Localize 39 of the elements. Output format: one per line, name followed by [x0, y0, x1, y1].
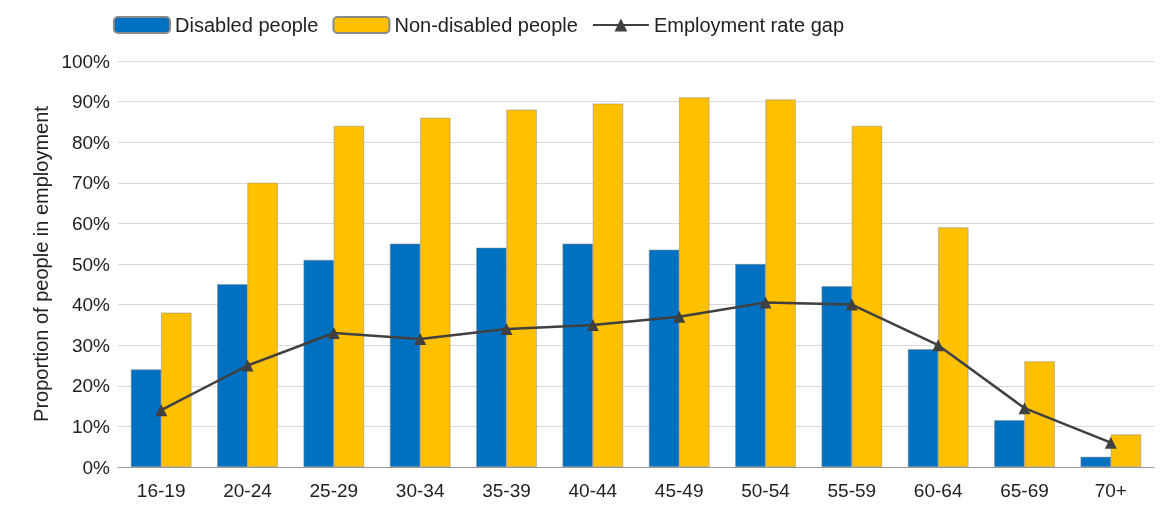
- point: [759, 296, 772, 309]
- x-tick-label: 65-69: [1000, 480, 1049, 501]
- y-tick-label: 100%: [61, 50, 111, 72]
- point: [673, 310, 686, 323]
- point: [327, 327, 340, 340]
- x-tick-label: 35-39: [482, 480, 531, 501]
- y-tick-label: 50%: [71, 253, 111, 275]
- legend-label: Employment rate gap: [653, 14, 845, 36]
- point: [414, 333, 427, 346]
- point: [1018, 402, 1031, 415]
- point: [932, 339, 945, 352]
- x-tick-label: 25-29: [309, 480, 359, 501]
- y-tick-label: 70%: [71, 172, 111, 194]
- y-tick-label: 60%: [71, 212, 111, 234]
- x-tick-label: 55-59: [827, 480, 877, 501]
- legend-label: Non-disabled people: [394, 14, 578, 36]
- point: [845, 298, 858, 311]
- y-axis-title: Proportion of people in employment: [29, 105, 52, 422]
- y-tick-label: 0%: [82, 456, 111, 478]
- x-tick-label: 60-64: [913, 480, 963, 501]
- legend-label: Disabled people: [175, 14, 319, 36]
- x-tick-label: 70+: [1094, 480, 1127, 501]
- y-tick-label: 30%: [71, 334, 111, 356]
- x-tick-label: 30-34: [395, 480, 445, 501]
- x-tick-label: 45-49: [654, 480, 704, 501]
- point: [1104, 436, 1117, 449]
- y-tick-label: 40%: [71, 294, 111, 316]
- point: [586, 318, 599, 331]
- x-tick-label: 20-24: [223, 480, 273, 501]
- y-tick-label: 10%: [71, 415, 111, 437]
- x-tick-label: 40-44: [568, 480, 618, 501]
- y-tick-label: 20%: [71, 375, 111, 397]
- x-tick-label: 16-19: [136, 480, 186, 501]
- y-tick-label: 80%: [71, 131, 111, 153]
- x-tick-label: 50-54: [741, 480, 791, 501]
- point: [500, 322, 513, 335]
- point: [155, 404, 168, 417]
- y-tick-label: 90%: [71, 91, 111, 113]
- point: [241, 359, 254, 372]
